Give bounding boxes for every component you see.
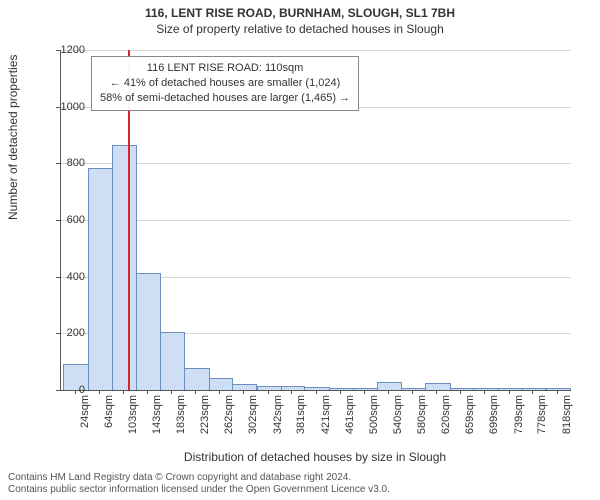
x-tick-label: 103sqm: [127, 395, 139, 434]
x-tick-label: 262sqm: [223, 395, 235, 434]
x-tick-mark: [364, 390, 365, 394]
histogram-bar: [232, 384, 257, 390]
grid-line: [61, 163, 571, 164]
x-tick-label: 381sqm: [295, 395, 307, 434]
x-axis-label: Distribution of detached houses by size …: [60, 450, 570, 464]
y-tick-mark: [56, 107, 60, 108]
y-tick-label: 600: [45, 214, 85, 226]
y-tick-label: 800: [45, 157, 85, 169]
x-tick-label: 461sqm: [344, 395, 356, 434]
histogram-bar: [112, 145, 137, 390]
x-tick-mark: [532, 390, 533, 394]
histogram-bar: [425, 383, 450, 390]
figure: 116, LENT RISE ROAD, BURNHAM, SLOUGH, SL…: [0, 0, 600, 500]
x-tick-label: 739sqm: [513, 395, 525, 434]
x-tick-label: 183sqm: [175, 395, 187, 434]
x-tick-label: 302sqm: [247, 395, 259, 434]
x-tick-mark: [123, 390, 124, 394]
x-tick-mark: [509, 390, 510, 394]
histogram-bar: [377, 382, 402, 390]
x-tick-label: 699sqm: [488, 395, 500, 434]
grid-line: [61, 220, 571, 221]
x-tick-label: 24sqm: [79, 395, 91, 428]
histogram-bar: [88, 168, 113, 390]
x-tick-mark: [219, 390, 220, 394]
x-tick-mark: [460, 390, 461, 394]
y-tick-mark: [56, 277, 60, 278]
attribution-footer: Contains HM Land Registry data © Crown c…: [8, 472, 592, 496]
x-tick-mark: [436, 390, 437, 394]
annotation-line-1: 116 LENT RISE ROAD: 110sqm: [100, 61, 350, 76]
y-tick-label: 200: [45, 327, 85, 339]
histogram-bar: [304, 387, 329, 390]
annotation-line-3: 58% of semi-detached houses are larger (…: [100, 91, 350, 106]
x-tick-mark: [243, 390, 244, 394]
histogram-bar: [401, 388, 426, 390]
annotation-box: 116 LENT RISE ROAD: 110sqm ← 41% of deta…: [91, 56, 359, 111]
x-tick-mark: [316, 390, 317, 394]
x-tick-mark: [171, 390, 172, 394]
x-tick-label: 223sqm: [199, 395, 211, 434]
x-tick-label: 818sqm: [561, 395, 573, 434]
x-tick-mark: [291, 390, 292, 394]
histogram-bar: [329, 388, 354, 390]
x-tick-label: 143sqm: [151, 395, 163, 434]
chart-title: 116, LENT RISE ROAD, BURNHAM, SLOUGH, SL…: [0, 0, 600, 20]
x-tick-mark: [75, 390, 76, 394]
histogram-bar: [522, 388, 547, 390]
y-tick-mark: [56, 163, 60, 164]
y-axis-label: Number of detached properties: [6, 55, 20, 220]
histogram-bar: [473, 388, 498, 390]
chart-subtitle: Size of property relative to detached ho…: [0, 20, 600, 36]
x-tick-mark: [268, 390, 269, 394]
histogram-bar: [257, 386, 282, 390]
x-tick-mark: [147, 390, 148, 394]
x-tick-mark: [557, 390, 558, 394]
footer-line-1: Contains HM Land Registry data © Crown c…: [8, 472, 592, 484]
y-tick-mark: [56, 50, 60, 51]
annotation-line-2: ← 41% of detached houses are smaller (1,…: [100, 76, 350, 91]
footer-line-2: Contains public sector information licen…: [8, 484, 592, 496]
y-tick-label: 400: [45, 271, 85, 283]
histogram-bar: [353, 388, 378, 390]
histogram-bar: [209, 378, 234, 390]
x-tick-mark: [99, 390, 100, 394]
histogram-bar: [450, 388, 475, 390]
histogram-bar: [160, 332, 185, 390]
x-tick-label: 540sqm: [392, 395, 404, 434]
x-tick-mark: [340, 390, 341, 394]
x-tick-mark: [484, 390, 485, 394]
y-tick-mark: [56, 220, 60, 221]
x-tick-label: 342sqm: [272, 395, 284, 434]
histogram-bar: [184, 368, 209, 390]
plot-area: 116 LENT RISE ROAD: 110sqm ← 41% of deta…: [60, 50, 571, 391]
y-tick-mark: [56, 333, 60, 334]
x-tick-mark: [412, 390, 413, 394]
x-tick-label: 500sqm: [368, 395, 380, 434]
histogram-bar: [498, 388, 523, 390]
histogram-bar: [546, 388, 571, 390]
x-tick-label: 421sqm: [320, 395, 332, 434]
y-tick-mark: [56, 390, 60, 391]
y-tick-label: 1000: [45, 101, 85, 113]
x-tick-label: 620sqm: [440, 395, 452, 434]
histogram-bar: [136, 273, 161, 390]
x-tick-label: 659sqm: [464, 395, 476, 434]
x-tick-mark: [195, 390, 196, 394]
histogram-bar: [281, 386, 306, 390]
x-tick-label: 778sqm: [536, 395, 548, 434]
x-tick-label: 580sqm: [416, 395, 428, 434]
grid-line: [61, 50, 571, 51]
y-tick-label: 1200: [45, 44, 85, 56]
x-tick-mark: [388, 390, 389, 394]
x-tick-label: 64sqm: [103, 395, 115, 428]
